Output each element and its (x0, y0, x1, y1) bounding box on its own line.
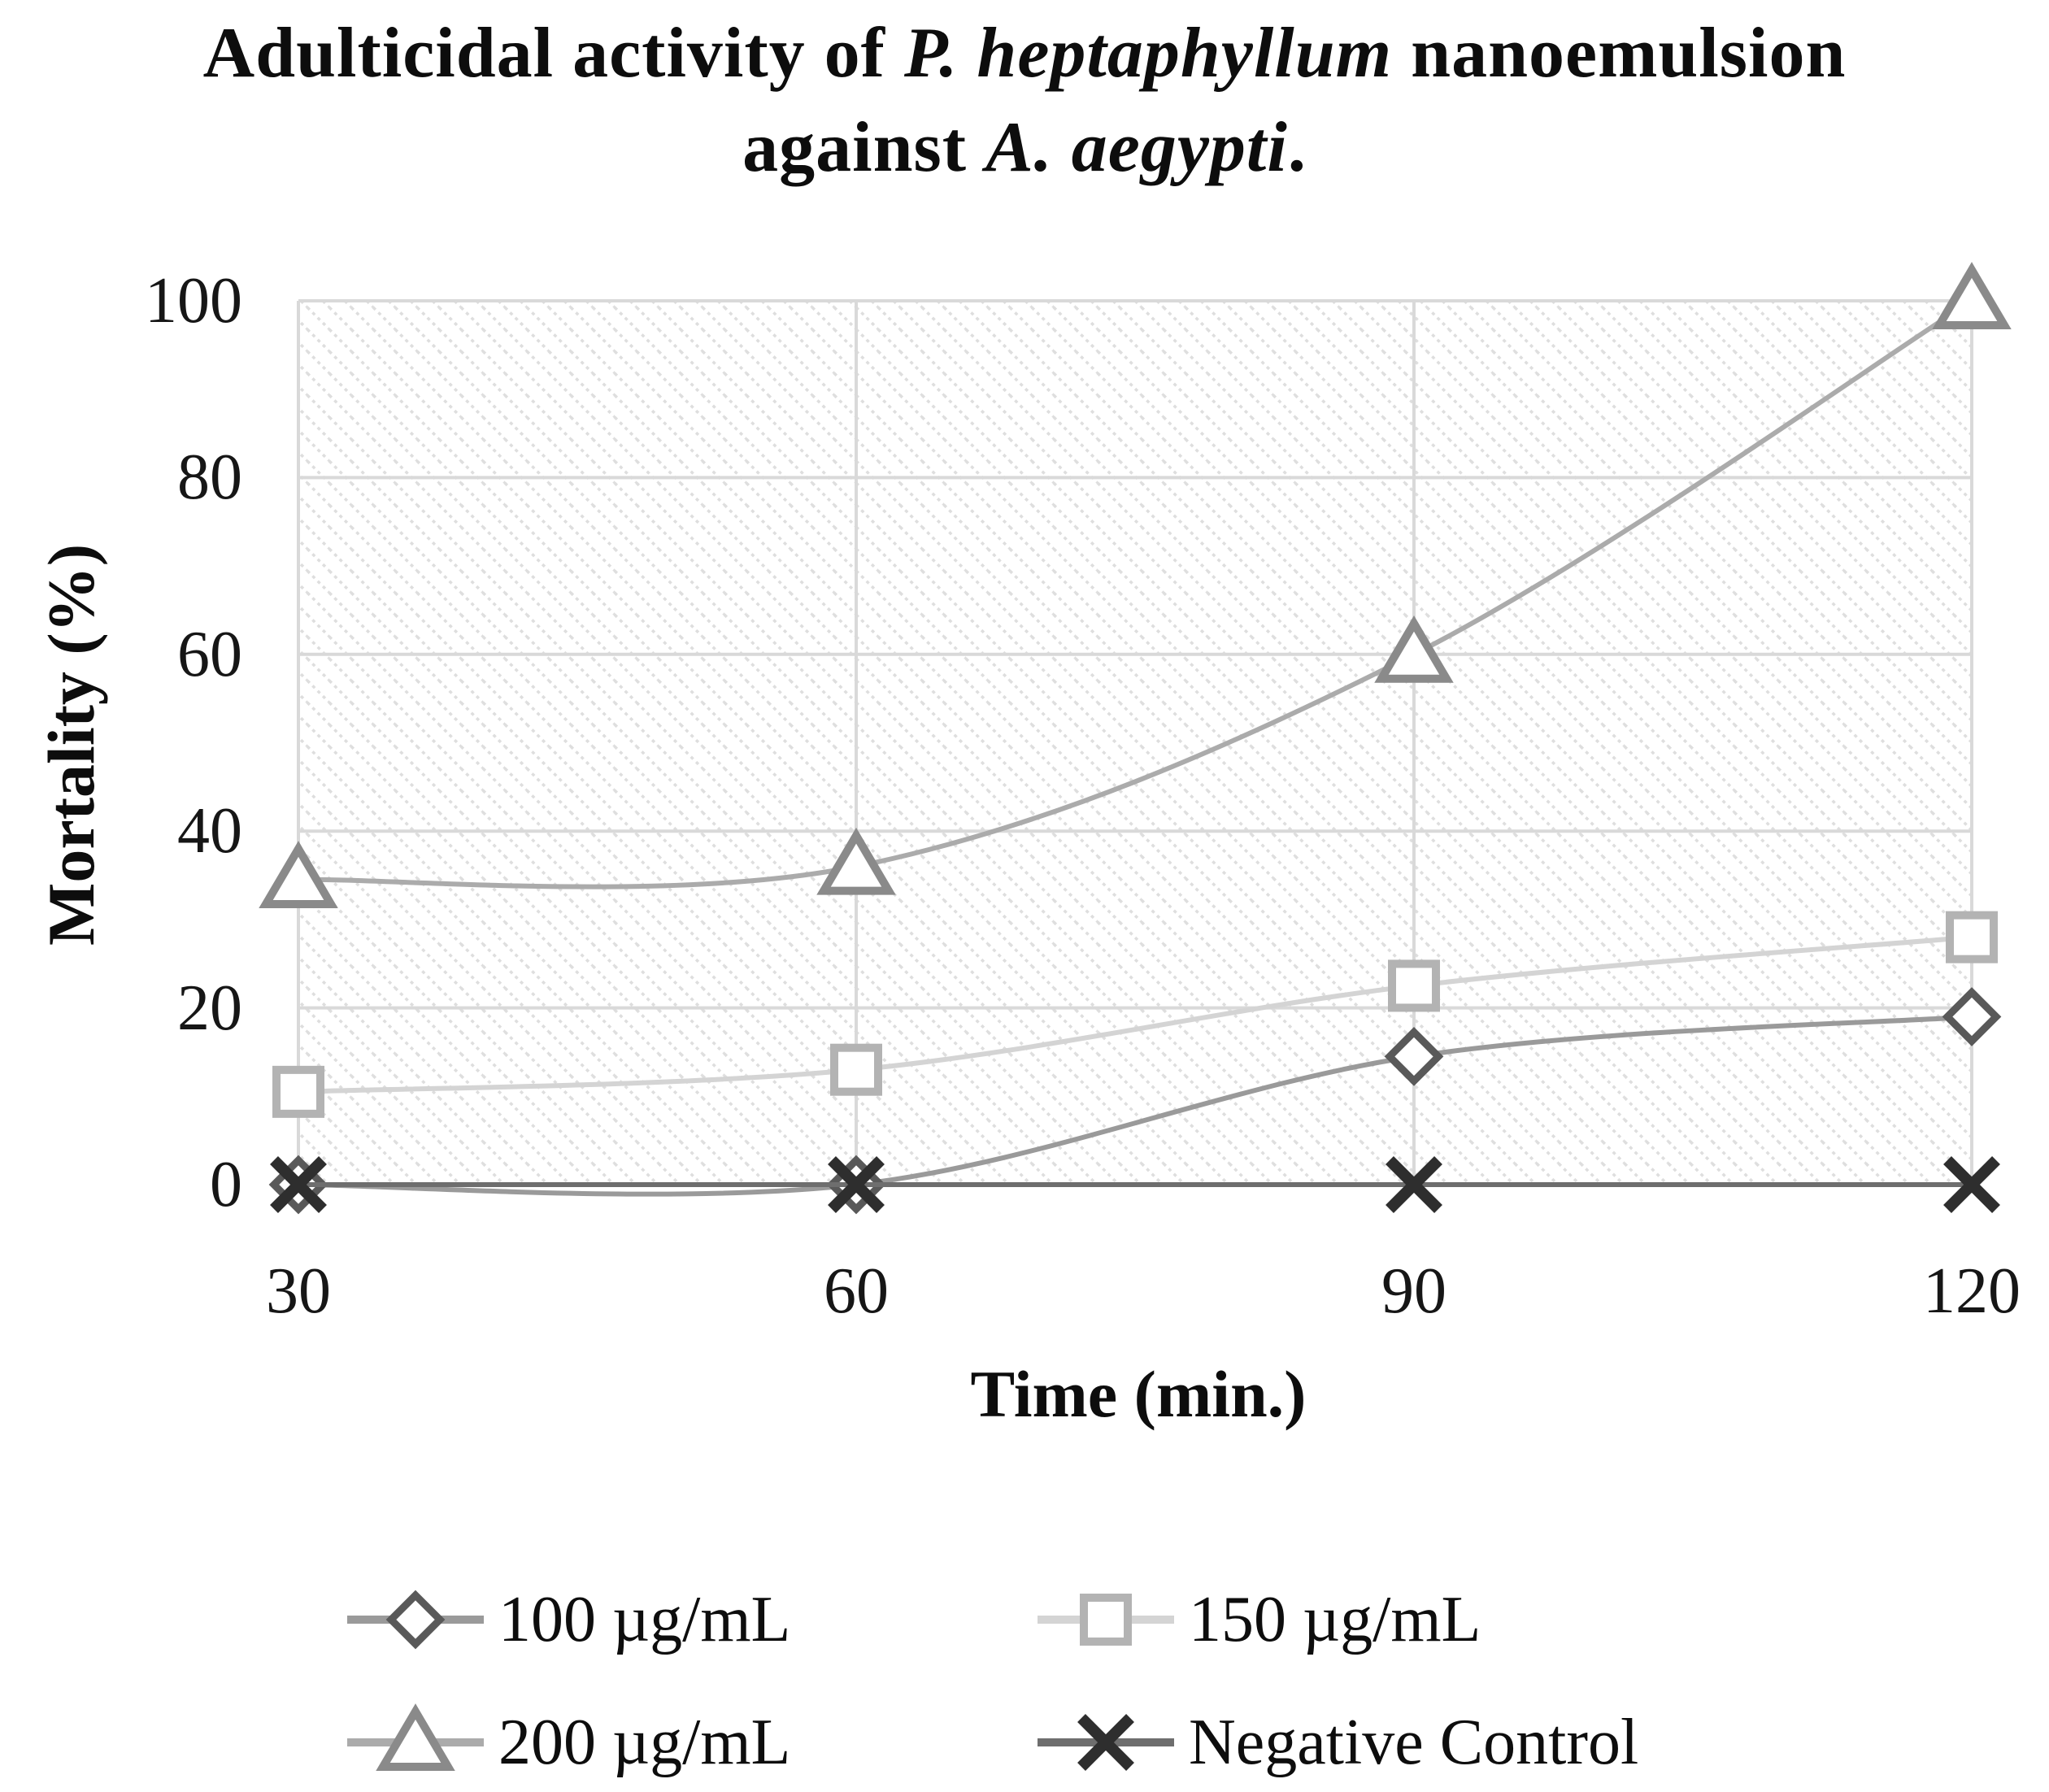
title-text: against (742, 108, 986, 187)
y-axis-title: Mortality (%) (34, 543, 108, 946)
y-tick-label: 40 (177, 795, 242, 867)
data-point-square (272, 1065, 324, 1118)
x-tick-label: 120 (1923, 1255, 2021, 1327)
series-line-diamond (298, 1014, 1973, 1197)
data-point-square (830, 1043, 882, 1096)
chart-title: Adulticidal activity of P. heptaphyllum … (0, 7, 2049, 195)
legend-key-diamond-icon (385, 1590, 446, 1650)
legend-label-150ug: 150 µg/mL (1189, 1584, 1481, 1655)
y-tick-label: 60 (177, 619, 242, 690)
title-species-italic: P. heptaphyllum (903, 14, 1393, 93)
data-point-diamond (1942, 987, 2002, 1046)
legend-label-negative-control: Negative Control (1189, 1707, 1639, 1778)
data-point-square (1388, 959, 1440, 1012)
data-point-x (270, 1156, 327, 1213)
x-axis-title: Time (min.) (970, 1357, 1307, 1431)
legend-label-100ug: 100 µg/mL (498, 1584, 791, 1655)
title-text: Adulticidal activity of (202, 14, 904, 93)
chart-title-line-1: Adulticidal activity of P. heptaphyllum … (0, 7, 2049, 101)
legend-key-x-icon (1077, 1714, 1134, 1771)
data-point-triangle (816, 827, 896, 895)
legend-key-square-icon (1080, 1594, 1132, 1646)
data-point-diamond (1384, 1027, 1444, 1086)
series-line-square (298, 934, 1973, 1094)
y-tick-label: 20 (177, 972, 242, 1044)
title-species-italic: A. aegypti (985, 108, 1288, 187)
title-text: . (1287, 108, 1307, 187)
x-tick-label: 90 (1381, 1255, 1446, 1327)
data-point-triangle (259, 841, 338, 908)
data-point-x (828, 1156, 885, 1213)
legend-key-triangle-icon (376, 1703, 455, 1771)
data-point-x (1943, 1156, 2000, 1213)
series-line-triangle (298, 298, 1973, 889)
legend-label-200ug: 200 µg/mL (498, 1707, 791, 1778)
title-text: nanoemulsion (1392, 14, 1847, 93)
y-tick-label: 80 (177, 441, 242, 513)
chart-title-line-2: against A. aegypti. (0, 101, 2049, 195)
x-tick-label: 30 (266, 1255, 331, 1327)
data-point-triangle (1374, 615, 1454, 683)
data-point-triangle (1932, 262, 2012, 329)
y-tick-label: 100 (145, 265, 242, 337)
x-tick-label: 60 (824, 1255, 889, 1327)
data-point-x (1386, 1156, 1442, 1213)
plot-area-hatch (298, 301, 1972, 1185)
data-point-square (1946, 911, 1998, 963)
y-tick-label: 0 (210, 1149, 242, 1220)
